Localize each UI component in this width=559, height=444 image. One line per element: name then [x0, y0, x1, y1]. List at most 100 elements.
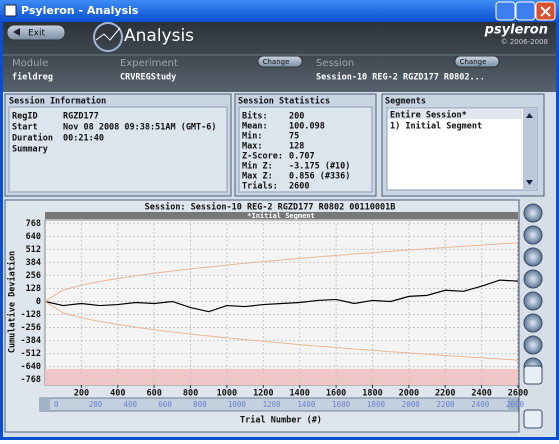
tool-button[interactable]: [523, 291, 543, 311]
corner-button[interactable]: [523, 409, 543, 429]
stat-value: 0.707: [289, 152, 315, 162]
title-bar: [0, 0, 559, 22]
experiment-label: Experiment: [120, 58, 178, 69]
window-title: Psyleron - Analysis: [21, 4, 139, 17]
session-label: Session: [316, 58, 354, 69]
x-tick-label: 200: [74, 389, 89, 399]
session-value: Session-10 REG-2 RGZD177 R0802...: [316, 72, 485, 83]
info-value: RGZD177: [63, 112, 99, 122]
stat-key: Max Z:: [242, 172, 273, 182]
segment-item[interactable]: Entire Session*: [390, 110, 467, 121]
chart: 768 640 512 384 256 128 0 -128 -256 -384 -512 -640 -…: [21, 219, 529, 409]
range-left-arrow[interactable]: [40, 398, 50, 411]
series-line: [44, 279, 519, 313]
x-tick-label: 400: [110, 389, 125, 399]
session-change-button[interactable]: [454, 55, 500, 68]
stat-key: Bits:: [242, 111, 268, 122]
info-value: 00:21:40: [63, 134, 104, 144]
x-tick-label: 2600: [508, 389, 528, 399]
y-tick-label: -256: [21, 323, 41, 333]
tool-button[interactable]: [523, 313, 543, 333]
scroll-tick-label: 600: [158, 400, 172, 409]
x-axis-label: Trial Number (#): [240, 415, 322, 426]
maximize-button[interactable]: [515, 1, 536, 21]
stat-value: 75: [289, 132, 299, 142]
brand: psyleron: [484, 23, 548, 38]
tool-button[interactable]: [523, 269, 543, 289]
range-right-arrow[interactable]: [508, 398, 518, 411]
module-label: Module: [12, 58, 48, 69]
y-tick-label: 128: [26, 284, 41, 294]
panel-title: Session Information: [9, 96, 106, 107]
y-tick-label: -128: [21, 310, 41, 320]
statistics-list: Bits: 200 Mean: 100.098 Min: 75 Max: 128 Z-Score…: [242, 111, 350, 192]
scroll-tick-label: 1200: [263, 400, 282, 409]
segments-list: [386, 107, 538, 191]
close-icon: [540, 6, 551, 17]
stat-value: 2600: [289, 182, 309, 192]
experiment-change-label: Change: [263, 58, 290, 66]
x-tick-label: 2400: [471, 389, 491, 399]
y-tick-label: -384: [21, 336, 41, 346]
tool-button[interactable]: [523, 335, 543, 355]
y-tick-label: -512: [21, 349, 41, 359]
y-tick-label: 0: [36, 297, 41, 307]
minimize-button[interactable]: [495, 1, 516, 21]
experiment-change-button[interactable]: [257, 55, 303, 68]
y-tick-label: 384: [26, 258, 41, 268]
y-tick-label: 768: [26, 219, 41, 229]
stat-key: Min Z:: [242, 161, 273, 172]
stat-key: Min:: [242, 131, 262, 142]
copyright: © 2006-2008: [501, 38, 548, 46]
x-tick-label: 800: [183, 389, 198, 399]
exit-button[interactable]: [6, 24, 66, 41]
scroll-tick-label: 200: [89, 400, 103, 409]
exit-label: Exit: [28, 29, 46, 39]
x-tick-label: 1200: [253, 389, 273, 399]
segments-scrollbar[interactable]: [523, 109, 536, 189]
plot-area: [44, 219, 519, 386]
session-change-label: Change: [460, 58, 487, 66]
segment-item[interactable]: 1) Initial Segment: [390, 121, 482, 132]
x-tick-label: 1000: [217, 389, 237, 399]
help-button[interactable]: [523, 365, 543, 385]
panel-title: Session Statistics: [238, 96, 330, 107]
segment-label: *Initial Segment: [247, 212, 314, 220]
scroll-tick-label: 1800: [367, 400, 386, 409]
segment-bar: [45, 212, 518, 219]
analysis-icon: [93, 22, 123, 52]
app-name: Analysis: [124, 26, 194, 46]
y-tick-label: 256: [26, 271, 41, 281]
module-value: fieldreg: [12, 72, 53, 83]
info-value: Nov 08 2008 09:38:51AM (GMT-6): [63, 123, 217, 133]
y-tick-label: 640: [26, 232, 41, 242]
scroll-tick-label: 1600: [332, 400, 351, 409]
y-axis-label: Cumulative Deviation: [7, 251, 18, 353]
tool-button[interactable]: [523, 247, 543, 267]
x-tick-label: 1800: [362, 389, 382, 399]
analysis-icon-line: [95, 27, 121, 41]
stat-value: 128: [289, 142, 304, 152]
stat-key: Mean:: [242, 122, 268, 132]
panel-title: Segments: [385, 97, 426, 107]
info-key: RegID: [12, 112, 38, 122]
y-tick-label: -640: [21, 362, 41, 372]
toolbar: [523, 203, 543, 429]
tool-button[interactable]: [523, 203, 543, 223]
scroll-tick-label: 800: [193, 400, 207, 409]
app-icon: [4, 4, 17, 17]
scroll-tick-label: 2400: [471, 400, 490, 409]
stat-key: Max:: [242, 142, 262, 152]
chart-title: Session: Session-10 REG-2 RGZD177 R0802 …: [145, 202, 396, 213]
segment-selected-bg: [388, 109, 522, 119]
stat-key: Z-Score:: [242, 152, 283, 162]
scroll-tick-label: 1000: [228, 400, 247, 409]
panel-body: [8, 106, 228, 193]
tool-button[interactable]: [523, 225, 543, 245]
scroll-tick-label: 0: [54, 400, 59, 409]
y-tick-label: 512: [26, 245, 41, 255]
stat-value: -3.175 (#10): [289, 162, 350, 172]
stat-value: 200: [289, 112, 304, 122]
scroll-tick-label: 2600: [506, 400, 525, 409]
